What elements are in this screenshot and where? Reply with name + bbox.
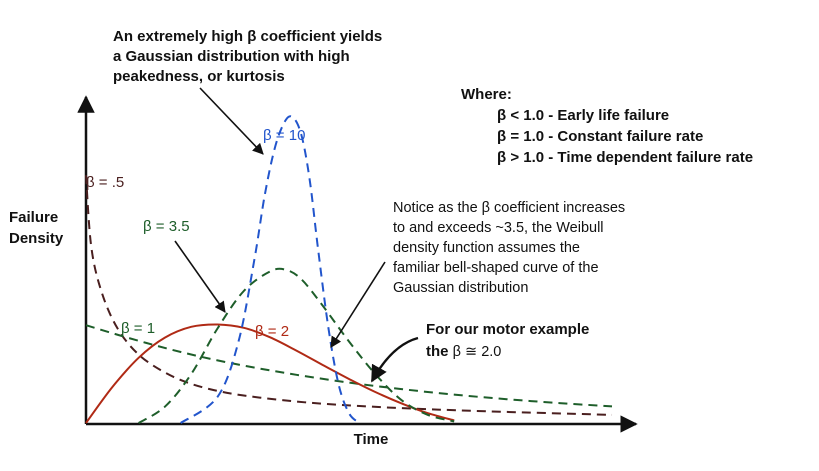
motor-note-value: β ≅ 2.0 [453, 344, 502, 360]
where-item: β > 1.0 - Time dependent failure rate [497, 149, 753, 166]
where-legend: Where: β < 1.0 - Early life failure β = … [461, 86, 753, 166]
notice-note-line: density function assumes the [393, 240, 580, 256]
where-title: Where: [461, 86, 512, 103]
arrow-top-note [199, 87, 264, 155]
notice-note-line: Gaussian distribution [393, 280, 528, 296]
notice-note-line: familiar bell-shaped curve of the [393, 260, 599, 276]
motor-note-line1: For our motor example [426, 321, 589, 338]
series-label-beta-1: β = 1 [121, 320, 155, 337]
series-line-beta-1 [85, 324, 613, 408]
series-label-beta-0-5: β = .5 [86, 174, 124, 191]
where-item: β = 1.0 - Constant failure rate [497, 128, 703, 145]
motor-note-prefix: the [426, 343, 453, 360]
top-annotation: An extremely high β coefficient yields a… [113, 28, 382, 85]
motor-note-line2: the β ≅ 2.0 [426, 343, 501, 360]
motor-annotation: For our motor example the β ≅ 2.0 [426, 321, 589, 360]
arrow-notice [330, 261, 386, 348]
series-line-beta-10 [180, 115, 361, 424]
notice-annotation: Notice as the β coefficient increases to… [393, 200, 625, 296]
top-note-line: peakedness, or kurtosis [113, 68, 285, 85]
series-line-beta-0-5 [85, 175, 613, 416]
top-note-line: a Gaussian distribution with high [113, 48, 350, 65]
y-axis-label-line2: Density [9, 230, 64, 247]
series-line-beta-2 [85, 323, 455, 424]
series-line-beta-3-5 [138, 267, 455, 424]
where-item: β < 1.0 - Early life failure [497, 107, 669, 124]
arrow-motor [370, 336, 419, 383]
notice-note-line: to and exceeds ~3.5, the Weibull [393, 220, 604, 236]
notice-note-line: Notice as the β coefficient increases [393, 200, 625, 216]
y-axis-label-line1: Failure [9, 209, 58, 226]
pointer-arrows [174, 87, 419, 383]
x-axis-label: Time [354, 431, 389, 448]
top-note-line: An extremely high β coefficient yields [113, 28, 382, 45]
arrow-beta-3-5 [174, 240, 226, 313]
series-label-beta-2: β = 2 [255, 323, 289, 340]
series-label-beta-3-5: β = 3.5 [143, 218, 190, 235]
series-group [85, 115, 613, 424]
series-label-beta-10: β = 10 [263, 127, 305, 144]
